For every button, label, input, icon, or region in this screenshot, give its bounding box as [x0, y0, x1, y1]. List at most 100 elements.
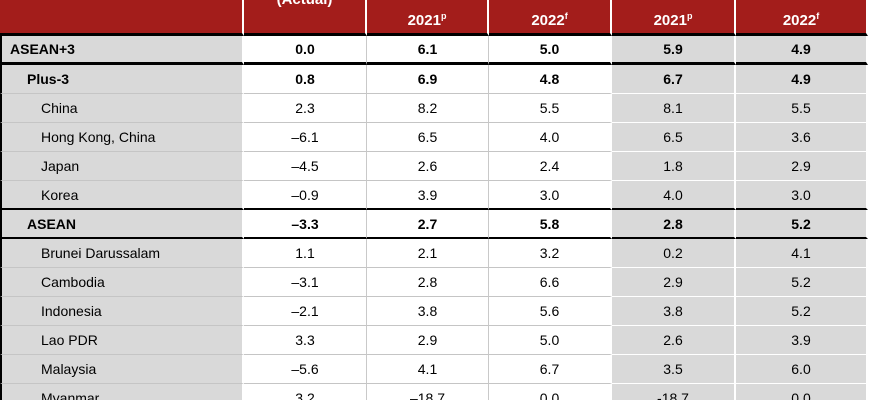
value-cell: 3.8	[612, 297, 736, 326]
table-row: Korea –0.9 3.9 3.0 4.0 3.0	[0, 181, 868, 210]
table-row: China 2.3 8.2 5.5 8.1 5.5	[0, 94, 868, 123]
header-year-cell: 2021p	[367, 0, 489, 36]
value-cell: 4.0	[612, 181, 736, 210]
year-superscript: f	[564, 10, 568, 21]
value-cell: 0.8	[244, 65, 367, 94]
value-cell: 3.9	[367, 181, 489, 210]
value-cell: 2.8	[367, 268, 489, 297]
value-cell: 2.9	[367, 326, 489, 355]
value-cell: 6.1	[367, 36, 489, 65]
table-row: Cambodia –3.1 2.8 6.6 2.9 5.2	[0, 268, 868, 297]
value-cell: 0.0	[489, 384, 612, 400]
value-cell: –2.1	[244, 297, 367, 326]
row-label-cell: Lao PDR	[0, 326, 244, 355]
row-label-cell: Brunei Darussalam	[0, 239, 244, 268]
value-cell: 5.5	[489, 94, 612, 123]
value-cell: 4.1	[367, 355, 489, 384]
table-row: Indonesia –2.1 3.8 5.6 3.8 5.2	[0, 297, 868, 326]
value-cell: 3.0	[736, 181, 868, 210]
value-cell: –3.3	[244, 210, 367, 239]
value-cell: 3.6	[736, 123, 868, 152]
row-label-cell: Myanmar	[0, 384, 244, 400]
value-cell: 6.7	[489, 355, 612, 384]
header-year-cell: 2022f	[489, 0, 612, 36]
row-label-cell: Japan	[0, 152, 244, 181]
value-cell: –5.6	[244, 355, 367, 384]
value-cell: 6.6	[489, 268, 612, 297]
value-cell: –6.1	[244, 123, 367, 152]
value-cell: 0.0	[736, 384, 868, 400]
table-row: Malaysia –5.6 4.1 6.7 3.5 6.0	[0, 355, 868, 384]
value-cell: 4.9	[736, 65, 868, 94]
value-cell: 4.0	[489, 123, 612, 152]
table-row: Japan –4.5 2.6 2.4 1.8 2.9	[0, 152, 868, 181]
value-cell: –4.5	[244, 152, 367, 181]
value-cell: 2.9	[736, 152, 868, 181]
value-cell: 4.9	[736, 36, 868, 65]
value-cell: 8.1	[612, 94, 736, 123]
value-cell: 6.5	[612, 123, 736, 152]
value-cell: 5.2	[736, 297, 868, 326]
value-cell: 5.9	[612, 36, 736, 65]
year-superscript: p	[686, 10, 693, 21]
value-cell: 6.7	[612, 65, 736, 94]
value-cell: 5.0	[489, 326, 612, 355]
value-cell: 2.4	[489, 152, 612, 181]
row-label-cell: ASEAN	[0, 210, 244, 239]
value-cell: 3.5	[612, 355, 736, 384]
value-cell: 6.0	[736, 355, 868, 384]
year-superscript: p	[440, 10, 447, 21]
row-label-cell: Indonesia	[0, 297, 244, 326]
value-cell: –0.9	[244, 181, 367, 210]
value-cell: –18.7	[367, 384, 489, 400]
table-row: Brunei Darussalam 1.1 2.1 3.2 0.2 4.1	[0, 239, 868, 268]
header-year-cell: 2021p	[612, 0, 736, 36]
value-cell: 6.9	[367, 65, 489, 94]
year-superscript: f	[816, 10, 820, 21]
table-row: Plus-3 0.8 6.9 4.8 6.7 4.9	[0, 65, 868, 94]
value-cell: 2.8	[612, 210, 736, 239]
header-year-cell: 2022f	[736, 0, 868, 36]
header-actual-cell: (Actual)	[244, 0, 367, 36]
value-cell: 0.0	[244, 36, 367, 65]
value-cell: 5.0	[489, 36, 612, 65]
value-cell: 1.1	[244, 239, 367, 268]
value-cell: 2.7	[367, 210, 489, 239]
value-cell: 3.8	[367, 297, 489, 326]
year-label: 2022	[782, 11, 817, 29]
value-cell: 2.9	[612, 268, 736, 297]
header-row: (Actual) 2021p 2022f 2021p 2022f	[0, 0, 868, 36]
table-row: Myanmar 3.2 –18.7 0.0 -18.7 0.0	[0, 384, 868, 400]
value-cell: 4.8	[489, 65, 612, 94]
year-label: 2021	[407, 11, 441, 29]
row-label-cell: Malaysia	[0, 355, 244, 384]
value-cell: 3.2	[244, 384, 367, 400]
value-cell: 0.2	[612, 239, 736, 268]
value-cell: 2.3	[244, 94, 367, 123]
value-cell: 1.8	[612, 152, 736, 181]
value-cell: 5.8	[489, 210, 612, 239]
row-label-cell: Cambodia	[0, 268, 244, 297]
value-cell: 8.2	[367, 94, 489, 123]
actual-column-label: (Actual)	[244, 0, 365, 8]
value-cell: 6.5	[367, 123, 489, 152]
row-label-cell: Plus-3	[0, 65, 244, 94]
table-row: ASEAN+3 0.0 6.1 5.0 5.9 4.9	[0, 36, 868, 65]
table-row: Hong Kong, China –6.1 6.5 4.0 6.5 3.6	[0, 123, 868, 152]
table-body: ASEAN+3 0.0 6.1 5.0 5.9 4.9 Plus-3 0.8 6…	[0, 36, 868, 400]
value-cell: 5.2	[736, 210, 868, 239]
value-cell: 5.2	[736, 268, 868, 297]
value-cell: 5.6	[489, 297, 612, 326]
value-cell: 2.1	[367, 239, 489, 268]
row-label-cell: ASEAN+3	[0, 36, 244, 65]
value-cell: 4.1	[736, 239, 868, 268]
value-cell: 3.3	[244, 326, 367, 355]
row-label-cell: Korea	[0, 181, 244, 210]
value-cell: –3.1	[244, 268, 367, 297]
row-label-cell: Hong Kong, China	[0, 123, 244, 152]
year-label: 2021	[653, 11, 687, 29]
value-cell: 3.2	[489, 239, 612, 268]
value-cell: -18.7	[612, 384, 736, 400]
